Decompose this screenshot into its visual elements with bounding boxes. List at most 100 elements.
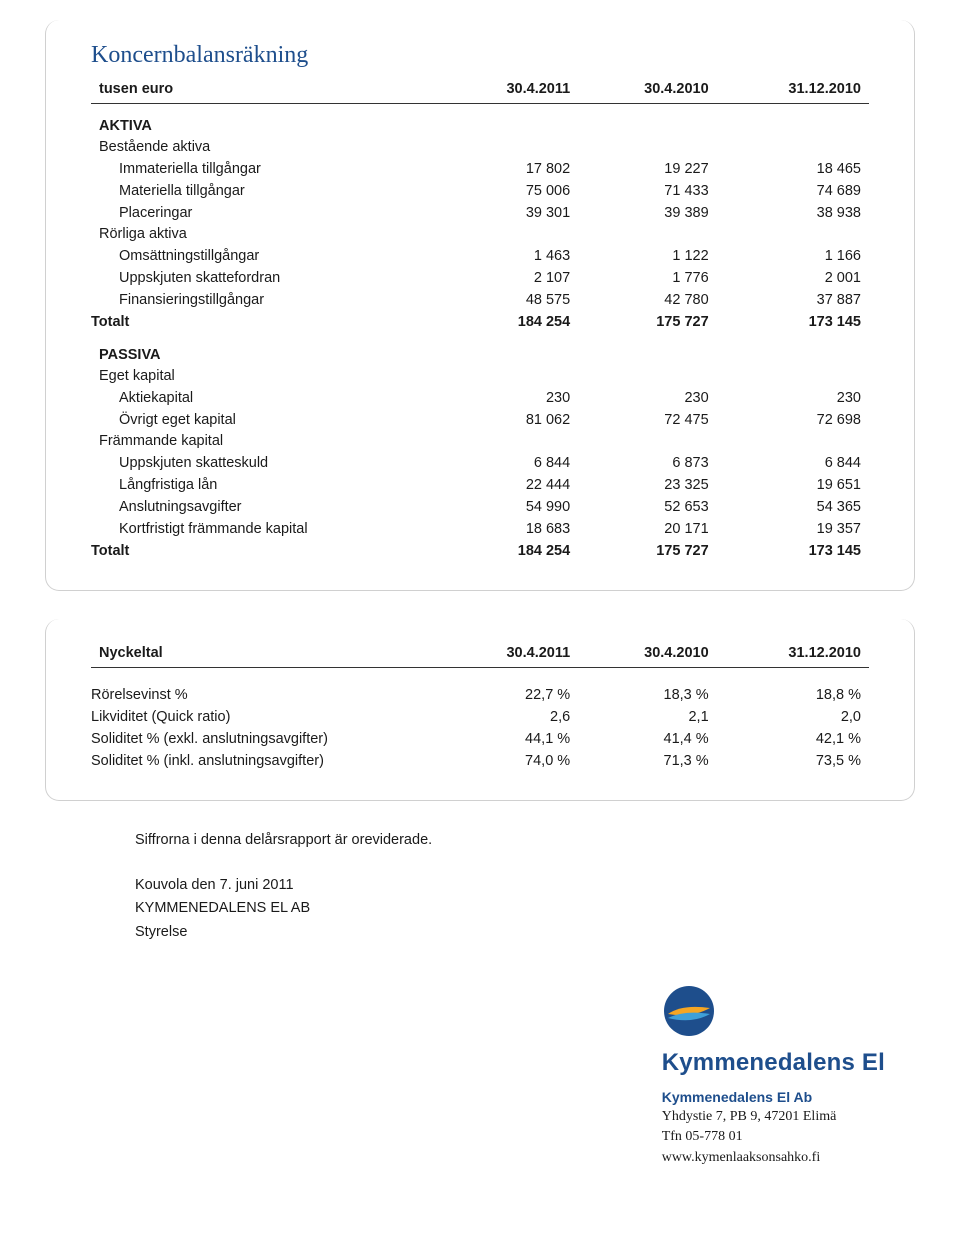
table-row: Långfristiga lån 22 444 23 325 19 651 <box>91 474 869 496</box>
row-val: 18,8 % <box>717 684 869 706</box>
header-unit: tusen euro <box>91 77 441 104</box>
company-logo: Kymmenedalens El Kymmenedalens El Ab Yhd… <box>662 984 885 1168</box>
frammande-heading: Främmande kapital <box>91 431 869 452</box>
rorliga-heading: Rörliga aktiva <box>91 224 869 245</box>
row-val: 1 122 <box>578 245 716 267</box>
total-val: 175 727 <box>578 540 716 562</box>
row-val: 2,1 <box>578 706 716 728</box>
row-val: 73,5 % <box>717 750 869 772</box>
row-val: 22 444 <box>441 474 578 496</box>
balance-sheet-table: tusen euro 30.4.2011 30.4.2010 31.12.201… <box>91 77 869 562</box>
row-label: Kortfristigt främmande kapital <box>91 518 441 540</box>
row-val: 39 301 <box>441 202 578 224</box>
row-val: 81 062 <box>441 409 578 431</box>
table-row: Soliditet % (exkl. anslutningsavgifter) … <box>91 728 869 750</box>
row-val: 71 433 <box>578 180 716 202</box>
row-val: 1 463 <box>441 245 578 267</box>
balance-sheet-card: Koncernbalansräkning tusen euro 30.4.201… <box>45 20 915 591</box>
row-val: 230 <box>717 387 869 409</box>
footer-board: Styrelse <box>135 921 915 944</box>
row-val: 44,1 % <box>441 728 578 750</box>
row-val: 54 365 <box>717 496 869 518</box>
footer-text: Siffrorna i denna delårsrapport är orevi… <box>45 829 915 944</box>
total-val: 184 254 <box>441 311 578 333</box>
footer-note: Siffrorna i denna delårsrapport är orevi… <box>135 829 915 852</box>
row-val: 19 357 <box>717 518 869 540</box>
row-val: 19 651 <box>717 474 869 496</box>
logo-icon <box>662 984 716 1043</box>
table-row: Soliditet % (inkl. anslutningsavgifter) … <box>91 750 869 772</box>
card-title: Koncernbalansräkning <box>91 42 869 69</box>
aktiva-total-row: Totalt 184 254 175 727 173 145 <box>91 311 869 333</box>
row-val: 72 475 <box>578 409 716 431</box>
row-val: 74 689 <box>717 180 869 202</box>
footer-place-date: Kouvola den 7. juni 2011 <box>135 874 915 897</box>
logo-street-line: Yhdystie 7, PB 9, 47201 Elimä <box>662 1107 885 1127</box>
row-val: 17 802 <box>441 158 578 180</box>
table-row: Finansieringstillgångar 48 575 42 780 37… <box>91 289 869 311</box>
passiva-total-row: Totalt 184 254 175 727 173 145 <box>91 540 869 562</box>
row-label: Soliditet % (inkl. anslutningsavgifter) <box>91 750 441 772</box>
row-val: 48 575 <box>441 289 578 311</box>
header-col-1: 30.4.2011 <box>441 641 578 668</box>
row-val: 20 171 <box>578 518 716 540</box>
row-label: Materiella tillgångar <box>91 180 441 202</box>
table-row: Uppskjuten skattefordran 2 107 1 776 2 0… <box>91 267 869 289</box>
logo-company-line: Kymmenedalens El Ab <box>662 1087 885 1107</box>
eget-heading: Eget kapital <box>91 366 869 387</box>
logo-address: Kymmenedalens El Ab Yhdystie 7, PB 9, 47… <box>662 1087 885 1168</box>
row-label: Övrigt eget kapital <box>91 409 441 431</box>
row-val: 74,0 % <box>441 750 578 772</box>
key-figures-table: Nyckeltal 30.4.2011 30.4.2010 31.12.2010… <box>91 641 869 772</box>
row-val: 19 227 <box>578 158 716 180</box>
table-row: Uppskjuten skatteskuld 6 844 6 873 6 844 <box>91 452 869 474</box>
row-val: 2,0 <box>717 706 869 728</box>
row-val: 23 325 <box>578 474 716 496</box>
row-val: 2 001 <box>717 267 869 289</box>
row-val: 6 844 <box>441 452 578 474</box>
logo-web-line: www.kymenlaaksonsahko.fi <box>662 1148 885 1168</box>
row-val: 38 938 <box>717 202 869 224</box>
total-label: Totalt <box>91 311 441 333</box>
row-val: 75 006 <box>441 180 578 202</box>
footer-company: KYMMENEDALENS EL AB <box>135 897 915 920</box>
total-val: 184 254 <box>441 540 578 562</box>
total-val: 173 145 <box>717 311 869 333</box>
total-label: Totalt <box>91 540 441 562</box>
table-header-row: tusen euro 30.4.2011 30.4.2010 31.12.201… <box>91 77 869 104</box>
row-label: Omsättningstillgångar <box>91 245 441 267</box>
row-val: 18,3 % <box>578 684 716 706</box>
header-col-2: 30.4.2010 <box>578 641 716 668</box>
row-label: Immateriella tillgångar <box>91 158 441 180</box>
bestaende-heading: Bestående aktiva <box>91 137 869 158</box>
table-row: Anslutningsavgifter 54 990 52 653 54 365 <box>91 496 869 518</box>
row-label: Soliditet % (exkl. anslutningsavgifter) <box>91 728 441 750</box>
header-col-2: 30.4.2010 <box>578 77 716 104</box>
page: Koncernbalansräkning tusen euro 30.4.201… <box>0 0 960 1198</box>
header-label: Nyckeltal <box>91 641 441 668</box>
logo-tel-line: Tfn 05-778 01 <box>662 1127 885 1147</box>
row-val: 71,3 % <box>578 750 716 772</box>
row-val: 230 <box>578 387 716 409</box>
header-col-1: 30.4.2011 <box>441 77 578 104</box>
row-label: Placeringar <box>91 202 441 224</box>
row-val: 41,4 % <box>578 728 716 750</box>
row-label: Anslutningsavgifter <box>91 496 441 518</box>
row-val: 2,6 <box>441 706 578 728</box>
row-val: 22,7 % <box>441 684 578 706</box>
row-val: 2 107 <box>441 267 578 289</box>
key-figures-card: Nyckeltal 30.4.2011 30.4.2010 31.12.2010… <box>45 619 915 801</box>
row-val: 39 389 <box>578 202 716 224</box>
table-header-row: Nyckeltal 30.4.2011 30.4.2010 31.12.2010 <box>91 641 869 668</box>
table-row: Kortfristigt främmande kapital 18 683 20… <box>91 518 869 540</box>
table-row: Materiella tillgångar 75 006 71 433 74 6… <box>91 180 869 202</box>
logo-name: Kymmenedalens El <box>662 1049 885 1077</box>
row-val: 37 887 <box>717 289 869 311</box>
row-label: Finansieringstillgångar <box>91 289 441 311</box>
row-val: 6 873 <box>578 452 716 474</box>
table-row: Rörelsevinst % 22,7 % 18,3 % 18,8 % <box>91 684 869 706</box>
row-val: 1 166 <box>717 245 869 267</box>
table-row: Aktiekapital 230 230 230 <box>91 387 869 409</box>
table-row: Övrigt eget kapital 81 062 72 475 72 698 <box>91 409 869 431</box>
row-val: 18 465 <box>717 158 869 180</box>
